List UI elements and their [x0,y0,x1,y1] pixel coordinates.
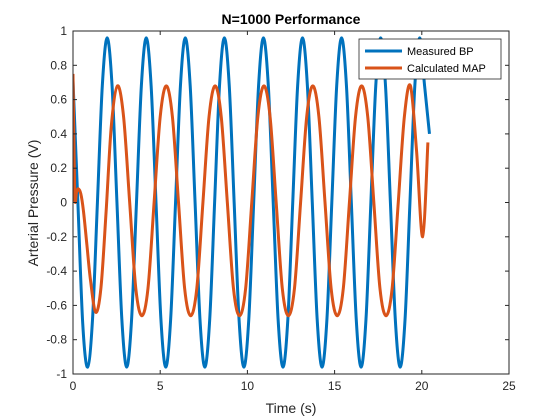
x-tick-label: 25 [502,379,516,393]
y-tick-label: 0.8 [50,58,67,72]
x-axis-label: Time (s) [266,400,317,416]
x-tick-label: 20 [415,379,429,393]
y-tick-label: -0.8 [46,333,67,347]
x-tick-label: 10 [241,379,255,393]
y-axis-label: Arterial Pressure (V) [25,140,41,267]
x-tick-label: 15 [328,379,342,393]
y-tick-label: -0.2 [46,230,67,244]
tick-layer: 0 5 10 15 20 25 -1 -0.8 -0.6 -0.4 -0.2 0 0.2 0.4 0.6 0.… [46,24,516,393]
axes-box [72,30,510,375]
y-tick-label: 0.2 [50,161,67,175]
chart-title: N=1000 Performance [222,11,361,27]
y-tick-label: 0 [60,196,67,210]
y-tick-label: -1 [56,367,67,381]
series-line-measured-bp [73,36,431,369]
y-tick-label: 0.4 [50,127,67,141]
x-tick-label: 5 [157,379,164,393]
plot-area [73,31,509,374]
y-tick-label: -0.6 [46,298,67,312]
x-tick-label: 0 [70,379,77,393]
y-tick-label: 0.6 [50,93,67,107]
y-tick-label: 1 [60,24,67,38]
series-line-calculated-map [73,73,430,318]
legend-label-measured-bp: Measured BP [407,46,474,58]
legend: Measured BP Calculated MAP [358,38,502,80]
series-layer [73,36,431,369]
legend-label-calculated-map: Calculated MAP [407,63,486,75]
y-tick-label: -0.4 [46,264,67,278]
legend-box [358,38,502,80]
